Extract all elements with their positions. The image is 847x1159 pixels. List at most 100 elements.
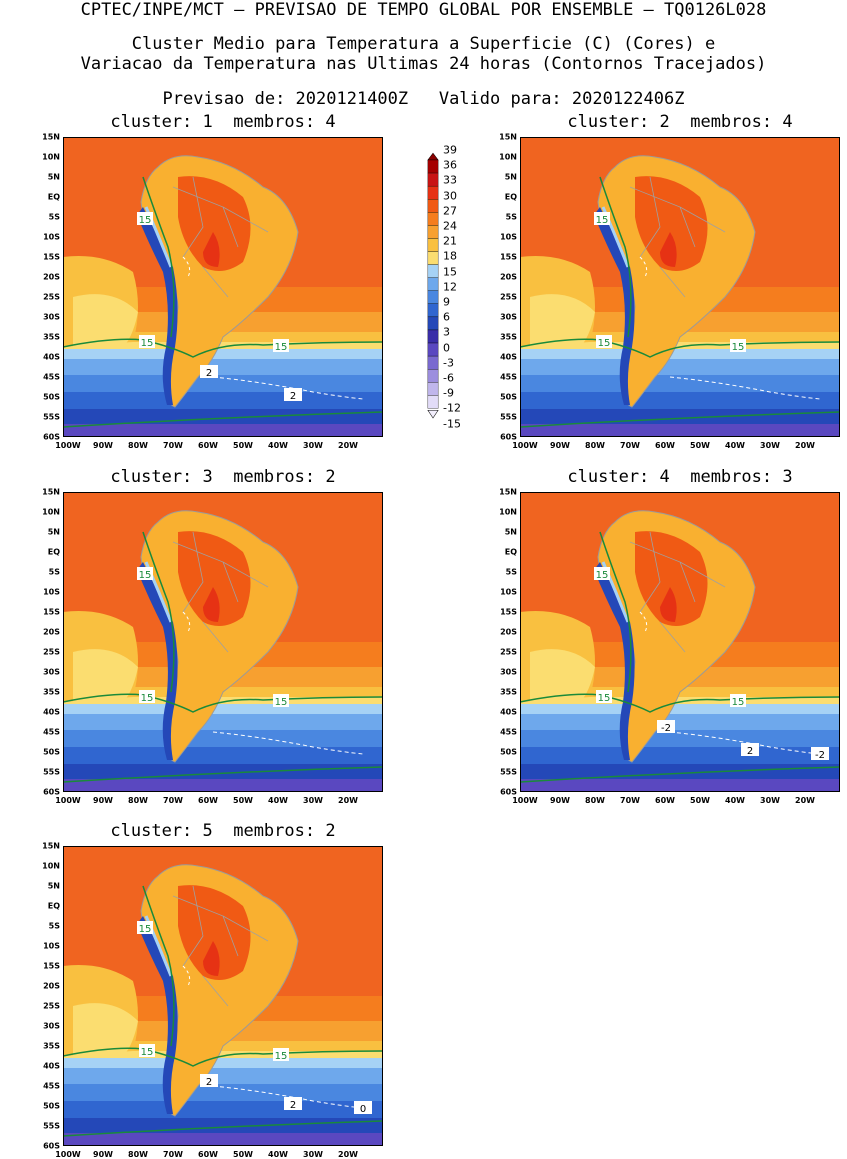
lat-tick-label: 10N (499, 152, 517, 162)
colorbar-swatch (427, 264, 439, 278)
lat-tick-label: 5N (504, 172, 517, 182)
change-contour-label: 2 (290, 1100, 296, 1111)
lat-tick-label: 30S (500, 667, 517, 677)
colorbar-label: -15 (443, 417, 461, 431)
lon-tick-label: 50W (233, 1150, 253, 1159)
lat-tick-label: 5S (48, 921, 60, 931)
change-contour-label: -2 (815, 750, 825, 761)
lat-tick-label: 20S (500, 627, 517, 637)
lat-tick-label: 10N (42, 152, 60, 162)
lon-tick-label: 70W (163, 441, 183, 450)
colorbar-label: 18 (443, 249, 457, 263)
lon-tick-label: 70W (163, 1150, 183, 1159)
cluster-title-3: cluster: 3 membros: 2 (110, 467, 336, 487)
lat-tick-label: 45S (43, 372, 60, 382)
lat-tick-label: 15S (43, 252, 60, 262)
colorbar-swatch (427, 251, 439, 265)
lat-tick-label: 5N (504, 527, 517, 537)
lat-tick-label: 30S (43, 1021, 60, 1031)
lat-tick-label: EQ (47, 547, 60, 557)
cluster-map-4: 15 15 15 -2 2 -2 15N 10N 5N EQ 5S 10S 15S 20S 25S 30S 35… (499, 488, 840, 805)
contour-label-15: 15 (732, 342, 745, 353)
lat-tick-label: 60S (500, 787, 517, 797)
contour-label-15: 15 (139, 215, 152, 226)
lon-tick-label: 30W (760, 441, 780, 450)
lon-tick-label: 20W (338, 1150, 358, 1159)
lat-tick-label: 10N (42, 507, 60, 517)
lat-tick-label: 5S (505, 212, 517, 222)
contour-label-15: 15 (598, 338, 611, 349)
contour-label-15: 15 (141, 338, 154, 349)
lat-tick-label: 15S (500, 252, 517, 262)
cluster-map-3: 15 15 15 15N 10N 5N EQ 5S 10S 15S 20S 25S 30S 35S 40S 4… (42, 488, 383, 805)
lon-tick-label: 60W (198, 1150, 218, 1159)
lat-tick-label: 10S (500, 587, 517, 597)
lon-tick-label: 70W (620, 796, 640, 805)
colorbar-swatch (427, 199, 439, 213)
lat-tick-label: 45S (43, 727, 60, 737)
lon-tick-label: 90W (550, 796, 570, 805)
lat-tick-label: 10N (499, 507, 517, 517)
change-contour-label: 2 (206, 368, 212, 379)
lat-tick-label: 25S (43, 1001, 60, 1011)
lon-tick-label: 80W (585, 441, 605, 450)
temperature-map: 15 15 15 2 2 (63, 137, 383, 437)
lon-tick-label: 40W (725, 441, 745, 450)
lat-tick-label: 35S (43, 332, 60, 342)
lat-tick-label: 5S (505, 567, 517, 577)
colorbar-swatch (427, 172, 439, 187)
lat-tick-label: 55S (43, 412, 60, 422)
lon-tick-label: 50W (690, 796, 710, 805)
colorbar-swatch (427, 225, 439, 239)
contour-label-15: 15 (732, 697, 745, 708)
lat-tick-label: 45S (500, 372, 517, 382)
colorbar-swatch (427, 355, 439, 370)
lat-tick-label: 55S (500, 412, 517, 422)
lat-tick-label: 5S (48, 567, 60, 577)
lat-tick-label: 20S (500, 272, 517, 282)
change-contour-label: 2 (747, 746, 753, 757)
header-line-1: CPTEC/INPE/MCT – PREVISAO DE TEMPO GLOBA… (80, 0, 767, 20)
header-line-3: Variacao da Temperatura nas Ultimas 24 h… (80, 54, 767, 74)
lat-tick-label: 35S (43, 687, 60, 697)
lon-tick-label: 100W (512, 796, 538, 805)
colorbar-swatch (427, 159, 439, 174)
lat-tick-label: 25S (43, 292, 60, 302)
change-contour-label: -2 (661, 723, 671, 734)
lon-tick-label: 100W (512, 441, 538, 450)
contour-label-15: 15 (596, 215, 609, 226)
colorbar-label: 12 (443, 280, 457, 294)
contour-label-15: 15 (596, 570, 609, 581)
lat-tick-label: 30S (43, 667, 60, 677)
lat-tick-label: 35S (500, 332, 517, 342)
contour-label-15: 15 (275, 1051, 288, 1062)
lon-tick-label: 50W (690, 441, 710, 450)
lat-tick-label: 15N (499, 132, 517, 142)
colorbar-label: 33 (443, 173, 457, 187)
colorbar-label: 3 (443, 325, 450, 339)
change-contour-label: 2 (290, 391, 296, 402)
lat-tick-label: 20S (43, 981, 60, 991)
lat-tick-label: 5N (47, 527, 60, 537)
lat-tick-label: EQ (504, 547, 517, 557)
lat-tick-label: 35S (500, 687, 517, 697)
lon-tick-label: 20W (795, 796, 815, 805)
colorbar-label: -6 (443, 371, 454, 385)
lon-tick-label: 80W (128, 1150, 148, 1159)
lat-tick-label: 40S (43, 1061, 60, 1071)
lat-tick-label: 55S (43, 767, 60, 777)
colorbar-label: -3 (443, 356, 454, 370)
lat-tick-label: 15N (42, 132, 60, 142)
lat-tick-label: 60S (43, 432, 60, 442)
lon-tick-label: 50W (233, 441, 253, 450)
colorbar-swatch (427, 382, 439, 396)
lat-tick-label: 45S (43, 1081, 60, 1091)
contour-label-15: 15 (598, 693, 611, 704)
header-line-4: Previsao de: 2020121400Z Valido para: 20… (162, 89, 685, 109)
lat-tick-label: 55S (500, 767, 517, 777)
lon-tick-label: 40W (268, 1150, 288, 1159)
lat-tick-label: 45S (500, 727, 517, 737)
lat-tick-label: 15N (499, 487, 517, 497)
contour-label-15: 15 (275, 697, 288, 708)
lon-tick-label: 60W (655, 441, 675, 450)
